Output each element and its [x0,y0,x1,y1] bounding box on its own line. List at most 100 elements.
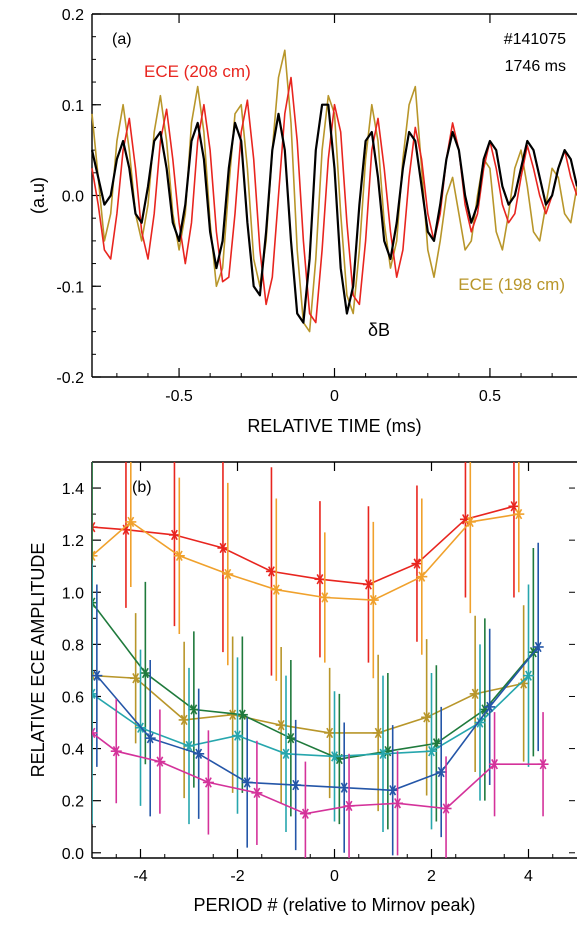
marker-stroke [287,732,295,744]
marker-stroke [204,777,212,788]
asterisk-marker [474,717,486,728]
series-label: δB [368,320,390,340]
asterisk-marker [411,558,423,569]
marker-stroke [112,746,120,757]
series-line [90,103,577,324]
asterisk-marker [92,597,98,608]
y-axis-label: RELATIVE ECE AMPLITUDE [28,543,48,778]
x-tick-label: 2 [427,868,436,885]
x-tick-label: -2 [230,868,244,885]
panel-label: (a) [112,31,132,48]
asterisk-marker [241,777,253,788]
marker-stroke [394,798,401,809]
marker-stroke [92,688,96,696]
marker-stroke [423,712,431,723]
marker-stroke [141,667,149,679]
marker-stroke [92,521,96,529]
marker-stroke [92,692,96,700]
series-group [92,605,530,812]
asterisk-marker [270,584,282,595]
asterisk-marker [188,704,200,715]
annotation: #141075 [504,31,566,48]
marker-stroke [185,740,193,752]
marker-stroke [326,727,334,739]
asterisk-marker [92,550,98,561]
y-tick-label: 0.2 [62,794,84,811]
panel-label: (b) [132,479,152,496]
x-tick-label: 4 [524,868,533,885]
asterisk-marker [489,759,501,770]
asterisk-marker [426,746,437,757]
asterisk-marker [523,670,534,681]
x-tick-label: -0.5 [165,388,193,405]
asterisk-marker [367,594,379,606]
series-group [92,462,520,676]
panel-b: 0.0 0.2 0.4 0.6 0.8 1.0 1.2 1.4 -4 -2 0 2 4 PERIOD # … [28,461,577,915]
marker-stroke [374,727,382,739]
asterisk-marker [92,727,98,739]
marker-stroke [321,592,329,603]
x-tick-label: 0 [330,388,339,405]
marker-stroke [272,584,280,595]
marker-stroke [146,732,154,744]
asterisk-marker [319,592,331,603]
marker-stroke [369,594,377,606]
asterisk-marker [372,727,384,739]
y-tick-label: 1.4 [62,481,84,498]
asterisk-marker [222,568,234,580]
marker-stroke [301,808,309,819]
asterisk-marker [362,579,374,590]
asterisk-marker [232,730,243,741]
marker-stroke [234,730,241,741]
marker-stroke [379,748,387,759]
series-label: ECE (198 cm) [458,275,565,294]
asterisk-marker [217,542,229,554]
series-group [92,563,534,832]
marker-stroke [316,574,324,585]
marker-stroke [340,782,348,793]
asterisk-marker [537,759,549,770]
y-tick-label: 0.2 [62,7,84,24]
asterisk-marker [290,779,302,791]
marker-stroke [132,673,140,684]
asterisk-marker [168,529,180,541]
marker-stroke [238,709,246,720]
asterisk-marker [92,688,98,700]
asterisk-marker [110,746,122,757]
x-axis-label: RELATIVE TIME (ms) [247,416,421,436]
series-line [92,602,534,760]
asterisk-marker [285,732,297,744]
y-tick-label: 0.6 [62,689,84,706]
asterisk-marker [329,751,340,762]
marker-stroke [92,597,96,605]
x-tick-label: 0.5 [479,388,501,405]
asterisk-marker [280,748,292,759]
marker-stroke [92,731,96,739]
marker-stroke [92,554,96,561]
asterisk-marker [92,521,98,533]
asterisk-marker [139,667,151,679]
marker-stroke [442,803,450,814]
y-tick-label: 0.0 [62,846,84,863]
marker-stroke [486,701,494,713]
marker-stroke [243,777,251,788]
asterisk-marker [265,566,277,577]
y-tick-label: -0.1 [56,279,84,296]
asterisk-marker [377,748,389,759]
series-line [92,674,524,734]
asterisk-marker [464,516,476,528]
marker-stroke [491,759,498,770]
series-group [92,542,544,856]
plot-area [92,462,549,858]
marker-stroke [127,516,135,528]
marker-stroke [195,748,203,759]
marker-stroke [171,529,178,541]
asterisk-marker [416,571,428,582]
asterisk-marker [314,574,326,585]
asterisk-marker [440,803,452,814]
asterisk-marker [387,785,399,796]
marker-stroke [282,748,290,759]
marker-stroke [92,727,96,735]
marker-stroke [180,714,188,726]
marker-stroke [93,670,101,681]
